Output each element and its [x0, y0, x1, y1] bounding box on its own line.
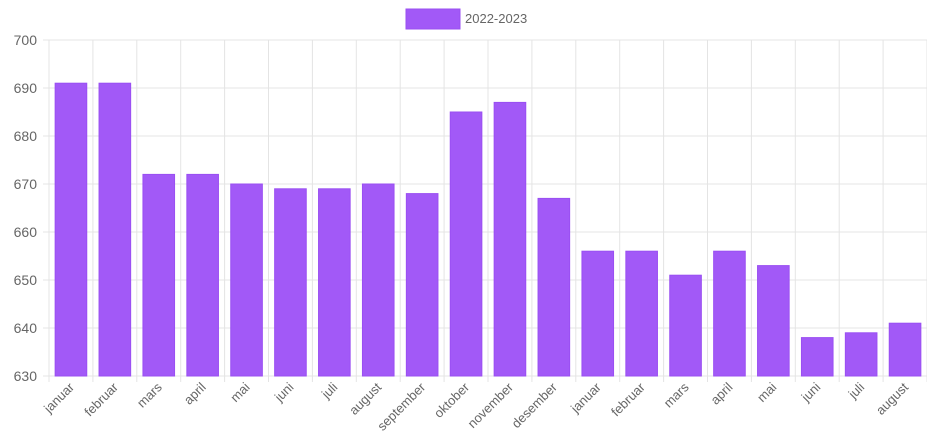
y-tick-label: 660 — [14, 224, 38, 240]
x-tick-label: november — [465, 379, 517, 431]
x-tick-label: mai — [227, 379, 252, 404]
x-tick-label: januar — [40, 379, 77, 416]
bar[interactable] — [405, 193, 439, 377]
x-tick-label: april — [708, 379, 736, 407]
bar[interactable] — [844, 332, 878, 377]
bar[interactable] — [625, 250, 658, 377]
x-tick-label: august — [873, 379, 911, 417]
grid-lines — [43, 39, 927, 382]
bar[interactable] — [54, 82, 88, 377]
x-tick-label: mars — [661, 379, 692, 410]
x-tick-label: juli — [318, 379, 341, 402]
bar[interactable] — [142, 173, 176, 377]
x-tick-label: juli — [845, 379, 868, 402]
bar[interactable] — [713, 250, 746, 377]
bar[interactable] — [449, 111, 483, 377]
bar[interactable] — [581, 250, 615, 377]
bar[interactable] — [888, 322, 922, 377]
y-tick-label: 650 — [14, 272, 38, 288]
legend-swatch — [405, 8, 461, 30]
x-tick-label: april — [181, 379, 209, 407]
x-tick-label: august — [346, 379, 384, 417]
bar[interactable] — [186, 173, 219, 377]
legend-label: 2022-2023 — [465, 11, 527, 26]
bar[interactable] — [757, 265, 790, 377]
y-tick-label: 670 — [14, 176, 38, 192]
bar[interactable] — [493, 101, 527, 377]
bar[interactable] — [361, 183, 395, 377]
y-tick-label: 680 — [14, 128, 38, 144]
y-tick-label: 640 — [14, 320, 38, 336]
y-tick-label: 700 — [14, 32, 38, 48]
bars — [54, 82, 922, 377]
bar[interactable] — [98, 82, 132, 377]
y-tick-label: 690 — [14, 80, 38, 96]
x-tick-label: mai — [754, 379, 779, 404]
bar[interactable] — [537, 197, 571, 377]
y-axis-ticks: 630 640 650 660 670 680 690 700 — [14, 32, 38, 384]
legend[interactable]: 2022-2023 — [405, 8, 527, 30]
x-tick-label: januar — [567, 379, 604, 416]
x-tick-label: september — [374, 379, 429, 434]
x-tick-label: juni — [798, 379, 824, 405]
x-axis-ticks: januar februar mars april mai juni juli augusts… — [40, 379, 911, 434]
x-tick-label: desember — [508, 379, 560, 431]
bar[interactable] — [669, 274, 702, 377]
bar[interactable] — [274, 188, 307, 377]
x-tick-label: februar — [81, 379, 121, 419]
bar[interactable] — [230, 183, 263, 377]
bar[interactable] — [318, 188, 351, 377]
bar[interactable] — [800, 337, 834, 377]
x-tick-label: februar — [608, 379, 648, 419]
x-tick-label: oktober — [431, 379, 473, 421]
x-tick-label: juni — [271, 379, 297, 405]
y-tick-label: 630 — [14, 368, 38, 384]
x-tick-label: mars — [134, 379, 165, 410]
